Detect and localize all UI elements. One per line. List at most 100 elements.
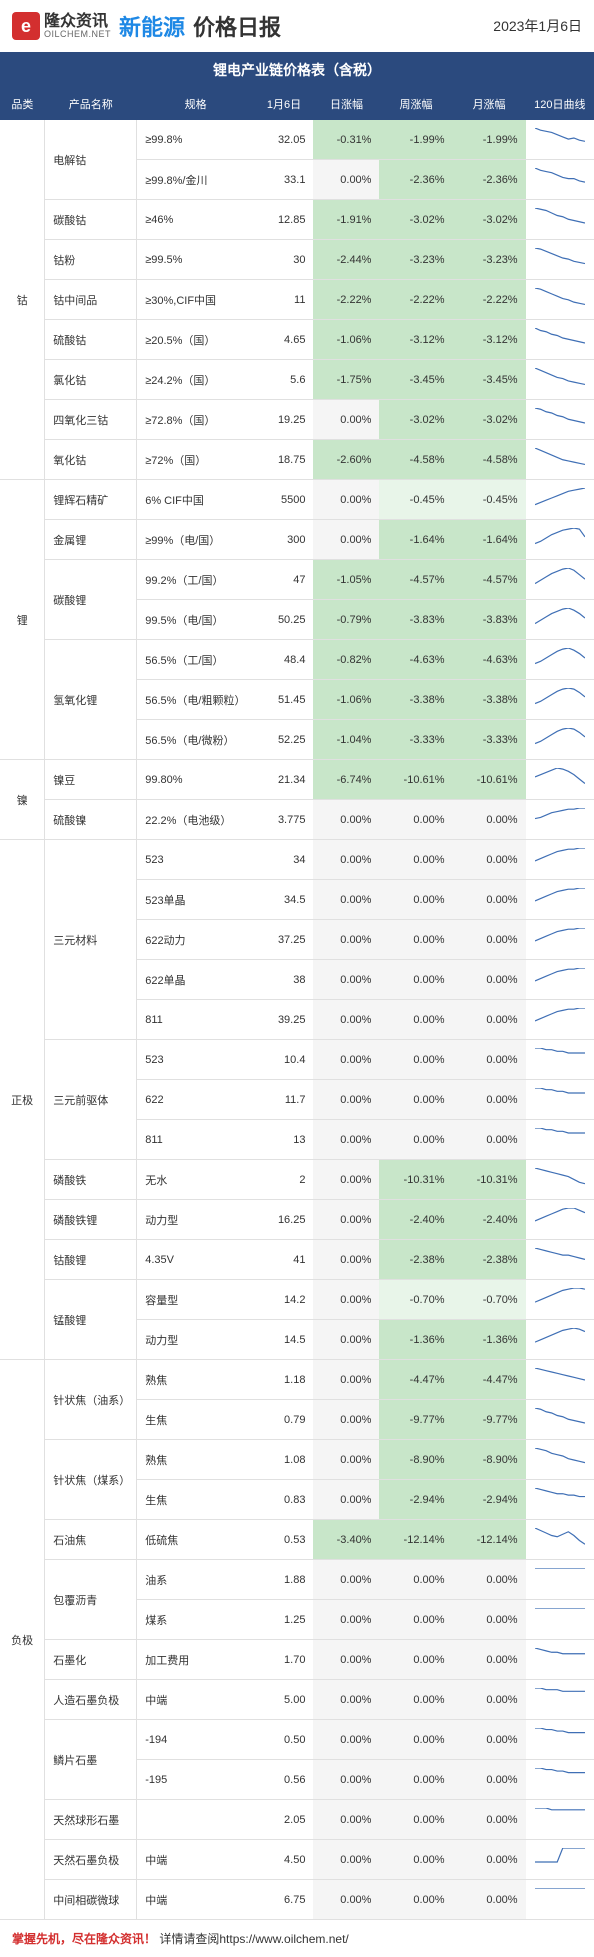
- col-header: 120日曲线: [526, 88, 594, 120]
- table-row: 镍镍豆99.80%21.34-6.74%-10.61%-10.61%: [0, 760, 594, 800]
- spec-cell: 生焦: [137, 1480, 255, 1520]
- footer-rest: 详情请查阅https://www.oilchem.net/: [159, 1932, 348, 1946]
- col-header: 月涨幅: [453, 88, 526, 120]
- product-name-cell: 氯化钴: [45, 360, 137, 400]
- daily-change-cell: -1.04%: [313, 720, 379, 760]
- monthly-change-cell: -2.38%: [453, 1240, 526, 1280]
- monthly-change-cell: -1.36%: [453, 1320, 526, 1360]
- price-cell: 16.25: [255, 1200, 314, 1240]
- daily-change-cell: 0.00%: [313, 1840, 379, 1880]
- category-cell: 钴: [0, 120, 45, 480]
- daily-change-cell: 0.00%: [313, 880, 379, 920]
- daily-change-cell: -1.75%: [313, 360, 379, 400]
- daily-change-cell: 0.00%: [313, 920, 379, 960]
- price-cell: 300: [255, 520, 314, 560]
- logo-icon: e: [12, 12, 40, 40]
- spec-cell: 56.5%（电/微粉）: [137, 720, 255, 760]
- daily-change-cell: 0.00%: [313, 520, 379, 560]
- spec-cell: 油系: [137, 1560, 255, 1600]
- weekly-change-cell: -10.61%: [379, 760, 452, 800]
- sparkline-cell: [526, 680, 594, 720]
- price-cell: 1.88: [255, 1560, 314, 1600]
- daily-change-cell: -3.40%: [313, 1520, 379, 1560]
- spec-cell: 熟焦: [137, 1440, 255, 1480]
- monthly-change-cell: -0.70%: [453, 1280, 526, 1320]
- price-cell: 0.56: [255, 1760, 314, 1800]
- weekly-change-cell: -2.40%: [379, 1200, 452, 1240]
- weekly-change-cell: -2.94%: [379, 1480, 452, 1520]
- col-header: 产品名称: [45, 88, 137, 120]
- spec-cell: 生焦: [137, 1400, 255, 1440]
- price-cell: 1.18: [255, 1360, 314, 1400]
- weekly-change-cell: -3.33%: [379, 720, 452, 760]
- weekly-change-cell: -3.38%: [379, 680, 452, 720]
- sparkline-cell: [526, 600, 594, 640]
- spec-cell: ≥72%（国）: [137, 440, 255, 480]
- product-name-cell: 石油焦: [45, 1520, 137, 1560]
- price-cell: 10.4: [255, 1040, 314, 1080]
- monthly-change-cell: -2.36%: [453, 160, 526, 200]
- logo-cn: 隆众资讯: [44, 14, 111, 30]
- table-row: 人造石墨负极中端5.000.00%0.00%0.00%: [0, 1680, 594, 1720]
- monthly-change-cell: -3.02%: [453, 200, 526, 240]
- sparkline-cell: [526, 1400, 594, 1440]
- weekly-change-cell: 0.00%: [379, 1800, 452, 1840]
- price-cell: 4.65: [255, 320, 314, 360]
- price-cell: 1.70: [255, 1640, 314, 1680]
- weekly-change-cell: -3.02%: [379, 400, 452, 440]
- monthly-change-cell: -2.40%: [453, 1200, 526, 1240]
- price-cell: 11.7: [255, 1080, 314, 1120]
- sparkline-cell: [526, 1040, 594, 1080]
- weekly-change-cell: -8.90%: [379, 1440, 452, 1480]
- price-cell: 0.79: [255, 1400, 314, 1440]
- col-header: 1月6日: [255, 88, 314, 120]
- price-cell: 18.75: [255, 440, 314, 480]
- monthly-change-cell: -10.31%: [453, 1160, 526, 1200]
- monthly-change-cell: 0.00%: [453, 1080, 526, 1120]
- weekly-change-cell: 0.00%: [379, 880, 452, 920]
- monthly-change-cell: 0.00%: [453, 960, 526, 1000]
- weekly-change-cell: -1.36%: [379, 1320, 452, 1360]
- monthly-change-cell: -3.45%: [453, 360, 526, 400]
- col-header: 规格: [137, 88, 255, 120]
- col-header: 品类: [0, 88, 45, 120]
- daily-change-cell: 0.00%: [313, 1040, 379, 1080]
- spec-cell: 动力型: [137, 1320, 255, 1360]
- price-cell: 51.45: [255, 680, 314, 720]
- monthly-change-cell: 0.00%: [453, 1840, 526, 1880]
- daily-change-cell: 0.00%: [313, 1640, 379, 1680]
- sparkline-cell: [526, 1360, 594, 1400]
- table-row: 石墨化加工费用1.700.00%0.00%0.00%: [0, 1640, 594, 1680]
- daily-change-cell: 0.00%: [313, 1600, 379, 1640]
- monthly-change-cell: -9.77%: [453, 1400, 526, 1440]
- sparkline-cell: [526, 560, 594, 600]
- price-cell: 4.50: [255, 1840, 314, 1880]
- monthly-change-cell: -3.02%: [453, 400, 526, 440]
- weekly-change-cell: 0.00%: [379, 1000, 452, 1040]
- spec-cell: 中端: [137, 1680, 255, 1720]
- product-name-cell: 电解钴: [45, 120, 137, 200]
- sparkline-cell: [526, 280, 594, 320]
- weekly-change-cell: -2.38%: [379, 1240, 452, 1280]
- spec-cell: ≥99.8%/金川: [137, 160, 255, 200]
- sparkline-cell: [526, 1080, 594, 1120]
- spec-cell: 523单晶: [137, 880, 255, 920]
- price-cell: 19.25: [255, 400, 314, 440]
- weekly-change-cell: -3.02%: [379, 200, 452, 240]
- daily-change-cell: 0.00%: [313, 1120, 379, 1160]
- footer: 掌握先机，尽在隆众资讯！ 详情请查阅https://www.oilchem.ne…: [0, 1920, 594, 1957]
- price-cell: 30: [255, 240, 314, 280]
- weekly-change-cell: 0.00%: [379, 1680, 452, 1720]
- weekly-change-cell: 0.00%: [379, 1760, 452, 1800]
- title-new: 新能源: [119, 10, 185, 42]
- spec-cell: 99.80%: [137, 760, 255, 800]
- daily-change-cell: 0.00%: [313, 1200, 379, 1240]
- sparkline-cell: [526, 1240, 594, 1280]
- footer-slogan: 掌握先机，尽在隆众资讯！: [12, 1932, 156, 1946]
- daily-change-cell: -2.60%: [313, 440, 379, 480]
- price-cell: 32.05: [255, 120, 314, 160]
- product-name-cell: 包覆沥青: [45, 1560, 137, 1640]
- product-name-cell: 人造石墨负极: [45, 1680, 137, 1720]
- category-cell: 正极: [0, 840, 45, 1360]
- spec-cell: 56.5%（工/国）: [137, 640, 255, 680]
